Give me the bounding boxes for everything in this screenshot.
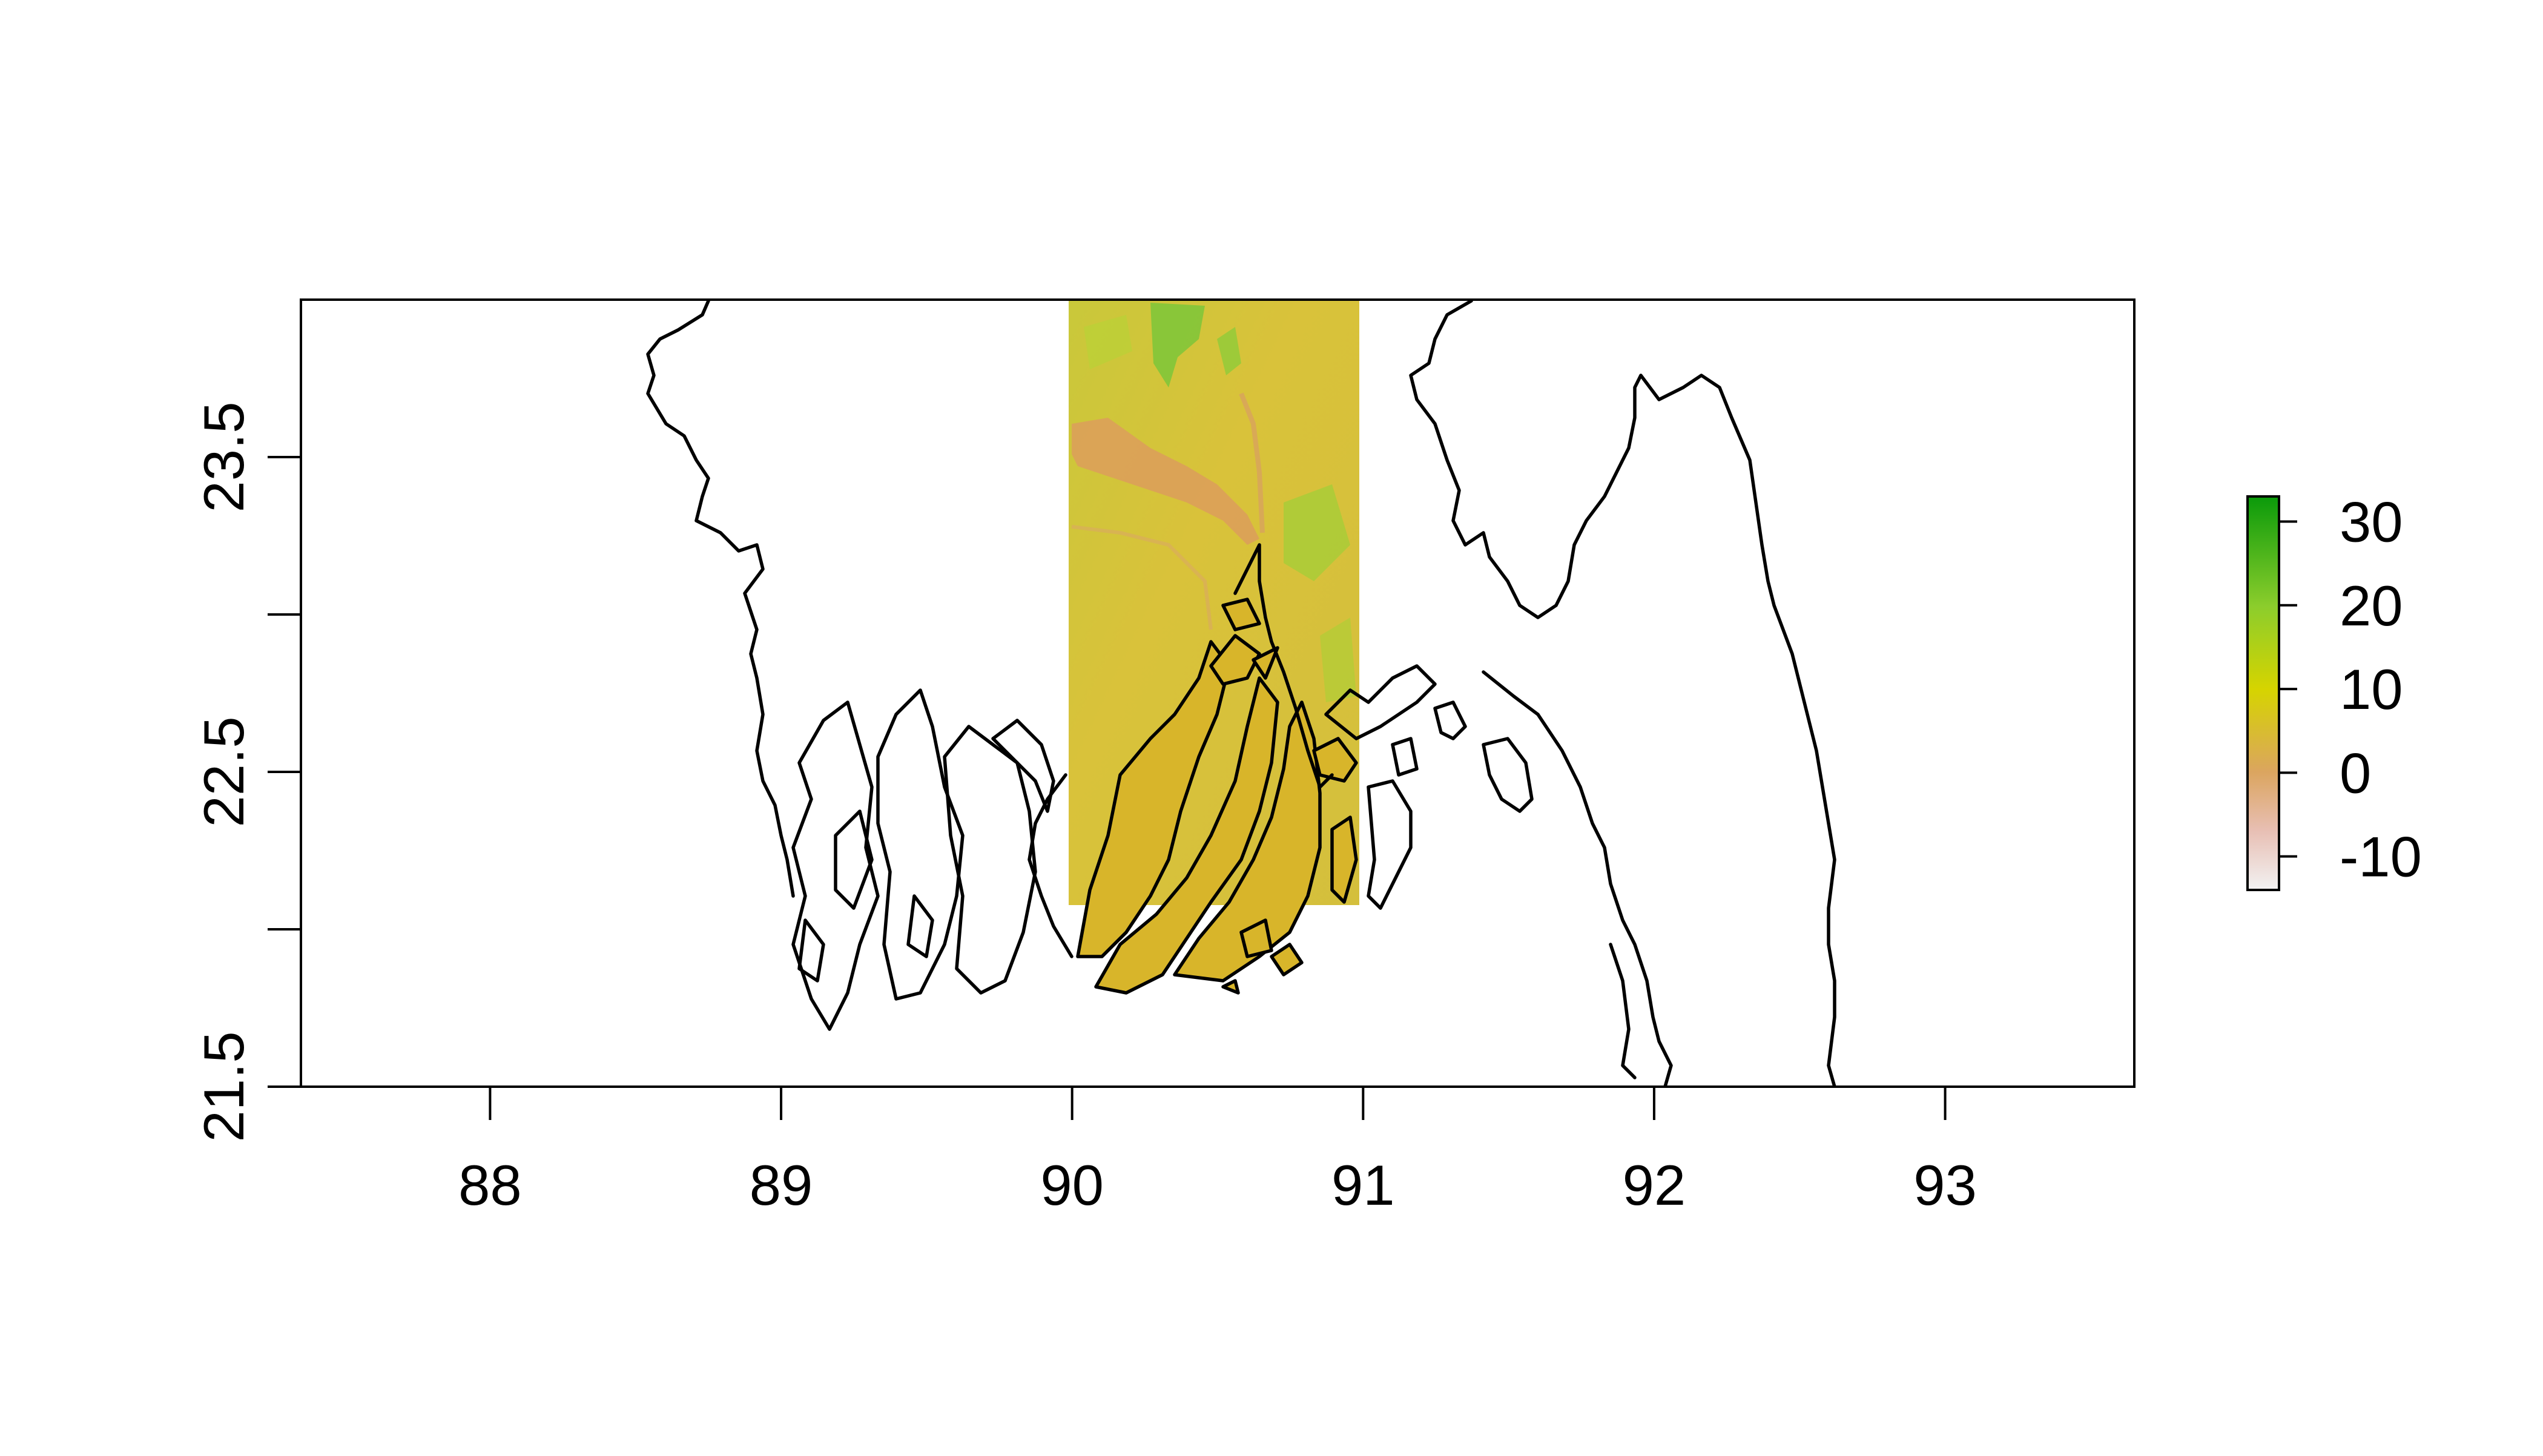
delta-island: [1221, 598, 1261, 631]
x-tick-label: 89: [750, 1153, 813, 1217]
y-axis: 21.5 22.5 23.5: [192, 402, 302, 1142]
delta-island: [1239, 918, 1273, 958]
coastline: [1482, 670, 1673, 1087]
legend-tick-label: 20: [2340, 574, 2403, 637]
coastline: [1324, 664, 1437, 740]
coastline: [991, 719, 1055, 813]
delta-island: [1252, 646, 1279, 680]
legend-tick-label: -10: [2340, 825, 2422, 889]
coastline: [1027, 773, 1074, 958]
raster-river: [1239, 392, 1265, 533]
x-tick-label: 92: [1623, 1153, 1686, 1217]
coastline: [646, 300, 795, 898]
coastline: [1391, 737, 1419, 777]
delta-island: [1209, 634, 1261, 686]
coastline: [797, 918, 825, 983]
coastline: [1367, 779, 1413, 910]
coastline: [1233, 543, 1334, 789]
raster-green-patch: [1150, 303, 1205, 387]
x-tick-label: 93: [1913, 1153, 1977, 1217]
legend-tick-label: 30: [2340, 490, 2403, 553]
raster-river: [1072, 418, 1259, 545]
delta-island: [1270, 943, 1304, 977]
raster-green-patch: [1284, 484, 1350, 581]
x-tick-label: 91: [1331, 1153, 1395, 1217]
y-tick-label: 21.5: [192, 1032, 256, 1142]
raster-river: [1071, 525, 1213, 630]
coastline: [834, 809, 874, 910]
delta-island: [1312, 737, 1358, 783]
coastline: [1482, 737, 1534, 813]
coastline: [1433, 700, 1467, 740]
coastline: [1609, 943, 1637, 1079]
raster-green-patch: [1217, 327, 1241, 375]
coastline: [876, 688, 965, 1001]
coastline: [943, 725, 1037, 995]
coastline: [791, 700, 880, 1031]
coastline-layer: [646, 300, 1836, 1087]
raster-green-patch: [1084, 315, 1132, 369]
delta-island: [1221, 979, 1240, 995]
delta-island: [1094, 676, 1279, 995]
coastline: [1409, 300, 1836, 1087]
x-tick-label: 88: [458, 1153, 522, 1217]
raster-green-patch: [1320, 618, 1356, 702]
y-tick-label: 23.5: [192, 402, 256, 513]
legend-tick-label: 0: [2340, 741, 2371, 805]
color-legend: 30 20 10 0 -10: [2246, 490, 2422, 891]
delta-island: [1330, 815, 1358, 904]
delta-island: [1173, 700, 1322, 983]
coastline: [906, 894, 934, 958]
legend-tick-label: 10: [2340, 657, 2403, 721]
y-tick-label: 22.5: [192, 717, 256, 828]
x-axis: 88 89 90 91 92 93: [458, 1085, 1977, 1217]
legend-colorbar: [2246, 495, 2280, 891]
x-tick-label: 90: [1040, 1153, 1104, 1217]
